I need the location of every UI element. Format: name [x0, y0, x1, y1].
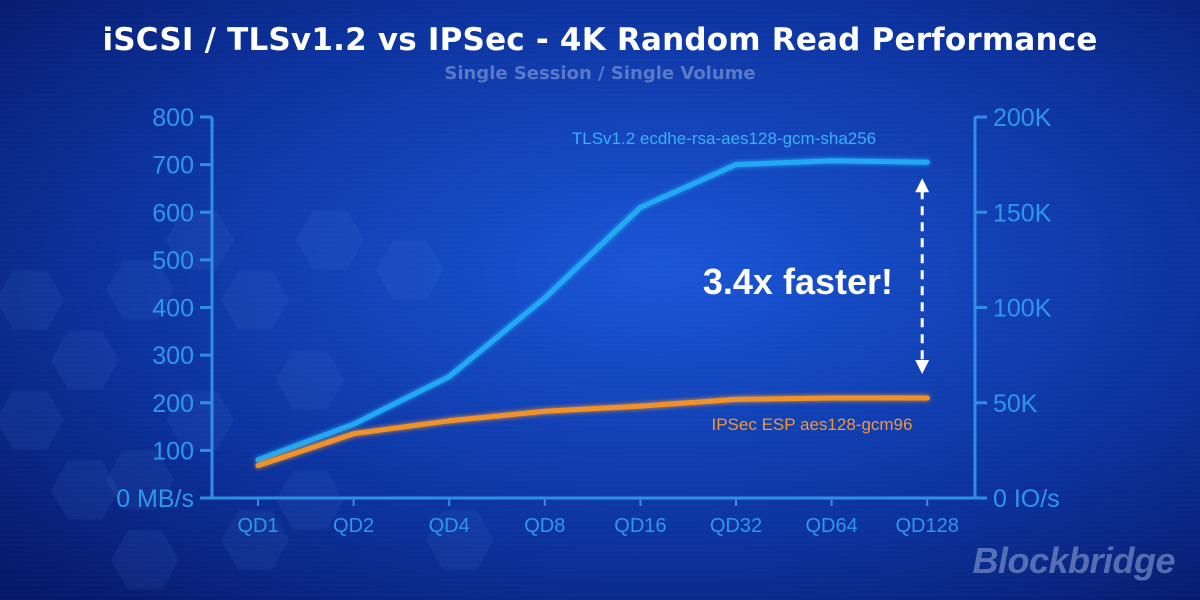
- hexagon-decoration: [426, 510, 494, 570]
- hexagon-decoration: [376, 240, 444, 300]
- data-point: [924, 395, 930, 401]
- y-tick-label: 400: [152, 295, 194, 323]
- data-point: [637, 403, 643, 409]
- hexagon-decoration: [106, 260, 174, 320]
- hexagon-decoration: [51, 460, 119, 520]
- hexagon-decoration: [51, 330, 119, 390]
- annotation-arrowhead-up: [915, 178, 930, 193]
- x-tick-label: QD32: [710, 515, 762, 537]
- y-tick-label: 600: [152, 199, 194, 227]
- y-tick-label: 100: [152, 437, 194, 465]
- chart-subtitle: Single Session / Single Volume: [444, 63, 756, 84]
- hexagon-decoration: [276, 350, 344, 410]
- hexagon-decoration: [276, 470, 344, 530]
- data-point: [446, 418, 452, 424]
- hexagon-decoration: [111, 530, 179, 590]
- x-tick-label: QD64: [805, 515, 857, 537]
- data-point: [542, 295, 548, 301]
- x-tick-label: QD8: [524, 515, 565, 537]
- data-point: [733, 396, 739, 402]
- y-tick-label: 700: [152, 152, 194, 180]
- chart-title: iSCSI / TLSv1.2 vs IPSec - 4K Random Rea…: [102, 22, 1098, 58]
- y-tick-label: 800: [152, 104, 194, 132]
- data-point: [733, 162, 739, 168]
- y-tick-label: 500: [152, 247, 194, 275]
- hexagon-decoration: [166, 390, 234, 450]
- data-point: [829, 158, 835, 164]
- data-point: [542, 408, 548, 414]
- y-tick-label: 0 MB/s: [116, 485, 194, 513]
- x-tick-label: QD1: [237, 515, 278, 537]
- data-point: [829, 395, 835, 401]
- hexagon-decoration: [221, 510, 289, 570]
- hexagon-decoration: [296, 210, 364, 270]
- series-label-tls: TLSv1.2 ecdhe-rsa-aes128-gcm-sha256: [572, 129, 876, 148]
- data-point: [255, 463, 261, 469]
- data-point: [924, 159, 930, 165]
- data-point: [637, 204, 643, 210]
- y2-tick-label: 0 IO/s: [993, 485, 1060, 513]
- x-tick-label: QD128: [896, 515, 959, 537]
- hexagon-decoration: [106, 450, 174, 510]
- data-point: [255, 457, 261, 463]
- y2-tick-label: 100K: [993, 295, 1052, 323]
- y-tick-label: 200: [152, 390, 194, 418]
- x-tick-label: QD16: [614, 515, 666, 537]
- annotation-arrowhead-down: [915, 359, 930, 374]
- hexagon-decoration: [0, 270, 64, 330]
- series-line-tls: [255, 158, 930, 463]
- brand-watermark: Blockbridge: [972, 540, 1175, 581]
- y2-tick-label: 150K: [993, 199, 1052, 227]
- hexagon-decoration: [0, 390, 64, 450]
- y2-tick-label: 200K: [993, 104, 1052, 132]
- data-point: [351, 431, 357, 437]
- series-label-ipsec: IPSec ESP aes128-gcm96: [712, 415, 913, 434]
- y-tick-label: 300: [152, 342, 194, 370]
- annotation-label: 3.4x faster!: [703, 261, 893, 302]
- hexagon-decoration: [166, 210, 234, 270]
- series-line-ipsec: [255, 395, 930, 469]
- x-tick-label: QD2: [333, 515, 374, 537]
- x-tick-label: QD4: [429, 515, 470, 537]
- hexagon-decoration: [221, 270, 289, 330]
- data-point: [446, 374, 452, 380]
- data-point: [351, 421, 357, 427]
- y2-tick-label: 50K: [993, 390, 1038, 418]
